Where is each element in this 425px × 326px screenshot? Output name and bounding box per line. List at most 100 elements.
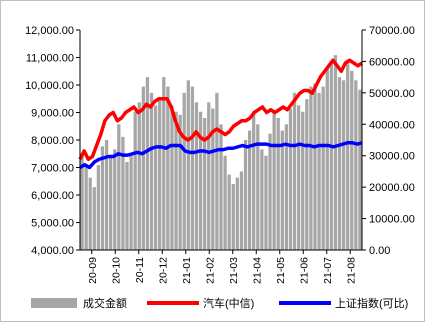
bar	[88, 177, 92, 250]
bar	[264, 155, 268, 250]
bar	[190, 86, 195, 250]
bar	[162, 77, 166, 250]
bar	[260, 149, 264, 250]
axes: 4,000.00 5,000.00 6,000.00 7,000.00 8,000.00…	[25, 25, 415, 284]
bar	[170, 105, 174, 251]
bar	[288, 108, 293, 250]
bar	[133, 111, 137, 251]
bar	[235, 177, 239, 250]
x-tick-label: 21-01	[181, 257, 193, 284]
y-left-tick-label: 11,000.00	[26, 53, 74, 65]
bar	[346, 61, 350, 251]
bar	[276, 118, 280, 250]
x-tick-label: 20-12	[157, 257, 169, 284]
bar	[358, 89, 362, 251]
bar	[178, 114, 182, 250]
bar	[96, 165, 101, 250]
bar	[186, 80, 190, 250]
bar	[84, 165, 88, 250]
y-right-tick-label: 20000.00	[369, 182, 415, 194]
bar	[301, 111, 305, 251]
y-right-tick-label: 50000.00	[369, 88, 415, 100]
bar	[141, 86, 145, 250]
y-left-tick-label: 4,000.00	[31, 245, 74, 257]
bar	[153, 105, 158, 251]
bar	[350, 70, 354, 250]
bar	[313, 83, 317, 251]
bar	[113, 149, 117, 250]
bar	[309, 86, 313, 250]
chart-canvas: 4,000.00 5,000.00 6,000.00 7,000.00 8,000.00…	[25, 25, 415, 310]
y-left-tick-label: 8,000.00	[31, 135, 74, 147]
bar	[231, 184, 235, 250]
y-right-tick-label: 70000.00	[369, 25, 415, 37]
bar	[207, 102, 211, 250]
bar	[256, 124, 260, 250]
bar	[125, 162, 129, 250]
series-line	[78, 58, 363, 161]
legend-label: 成交金额	[83, 296, 127, 310]
bar	[174, 111, 178, 251]
x-tick-label: 21-05	[275, 257, 287, 284]
bar	[211, 108, 215, 250]
bar	[284, 124, 289, 250]
bar	[166, 86, 170, 250]
y-left-tick-label: 7,000.00	[31, 163, 74, 175]
bar	[297, 105, 301, 251]
x-tick-label: 20-09	[87, 257, 99, 284]
bar	[215, 92, 219, 250]
bar	[182, 92, 186, 250]
bar	[100, 146, 105, 250]
bar	[145, 77, 150, 250]
y-left-tick-label: 10,000.00	[25, 80, 74, 92]
line-series	[78, 58, 363, 170]
x-tick-label: 21-08	[345, 257, 357, 284]
y-right-tick-label: 10000.00	[369, 214, 415, 226]
volume-bars	[80, 55, 362, 251]
bar	[305, 99, 309, 250]
y-left-tick-label: 12,000.00	[25, 25, 74, 37]
bar	[333, 55, 338, 250]
bar	[92, 187, 96, 250]
bar	[109, 155, 113, 250]
bar	[341, 80, 346, 250]
x-tick-label: 21-06	[298, 257, 310, 284]
bar	[203, 118, 207, 250]
bar	[80, 155, 84, 250]
x-tick-label: 20-10	[110, 257, 122, 284]
y-left-tick-label: 6,000.00	[31, 190, 74, 202]
bar	[129, 155, 133, 250]
bar	[194, 102, 199, 250]
bar	[337, 77, 342, 250]
bar	[354, 80, 358, 250]
bar	[223, 155, 227, 250]
bar	[104, 140, 109, 250]
bar	[137, 102, 141, 250]
x-tick-label: 21-07	[322, 257, 334, 284]
bar	[317, 92, 321, 250]
bar	[325, 67, 329, 251]
bar	[268, 133, 272, 250]
bar	[247, 130, 252, 250]
bar	[329, 61, 333, 251]
x-tick-label: 21-03	[228, 257, 240, 284]
y-right-tick-label: 0.00	[369, 245, 390, 257]
bar	[292, 92, 297, 250]
bar	[321, 86, 325, 250]
x-tick-label: 21-02	[204, 257, 216, 284]
y-right-tick-label: 40000.00	[369, 119, 415, 131]
x-tick-label: 21-04	[251, 257, 263, 284]
y-left-tick-label: 5,000.00	[31, 218, 74, 230]
bar	[272, 111, 276, 251]
legend-swatch	[31, 298, 77, 308]
legend-label: 上证指数(可比)	[335, 296, 408, 310]
x-tick-label: 20-11	[134, 257, 146, 283]
bar	[158, 99, 162, 250]
bar	[280, 130, 284, 250]
legend-label: 汽车(中信)	[203, 296, 254, 310]
y-right-tick-label: 60000.00	[369, 56, 415, 68]
bar	[121, 136, 125, 250]
y-left-tick-label: 9,000.00	[31, 108, 74, 120]
bar	[227, 174, 231, 250]
